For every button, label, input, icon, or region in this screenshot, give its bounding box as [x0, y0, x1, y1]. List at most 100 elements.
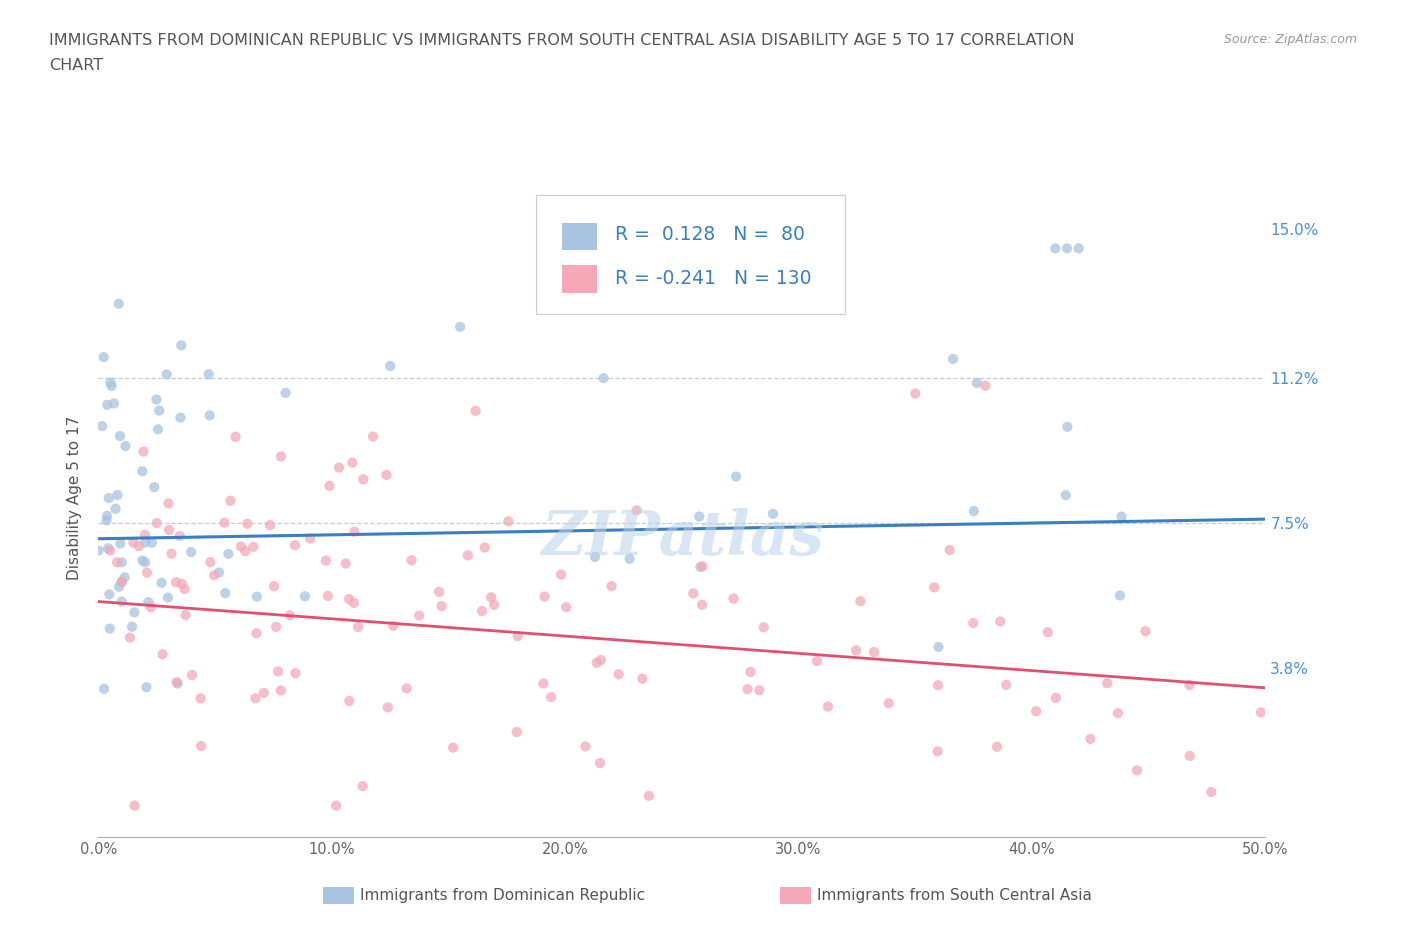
Point — [471, 604, 494, 618]
Point — [962, 616, 984, 631]
Point — [135, 680, 157, 695]
Point — [817, 699, 839, 714]
Point — [108, 579, 131, 594]
Point — [148, 403, 170, 418]
Point — [233, 544, 256, 559]
Point — [540, 690, 562, 705]
Point — [682, 586, 704, 601]
Point — [375, 468, 398, 483]
Point — [219, 493, 242, 508]
Point — [134, 536, 156, 551]
Point — [725, 469, 748, 484]
Point — [169, 410, 191, 425]
Point — [361, 429, 384, 444]
Point — [259, 518, 281, 533]
Point — [111, 555, 134, 570]
Point — [589, 653, 612, 668]
Point — [121, 619, 143, 634]
Point — [110, 536, 132, 551]
Point — [245, 691, 267, 706]
Point — [1178, 678, 1201, 693]
Point — [253, 685, 276, 700]
Point — [122, 536, 145, 551]
Point — [1126, 763, 1149, 777]
Point — [1045, 690, 1067, 705]
Point — [963, 504, 986, 519]
Point — [181, 668, 204, 683]
Point — [506, 724, 529, 739]
Point — [131, 553, 153, 568]
Point — [845, 643, 868, 658]
Point — [692, 559, 714, 574]
Point — [263, 578, 285, 593]
Point — [124, 604, 146, 619]
Point — [274, 385, 297, 400]
Point — [337, 591, 360, 606]
Point — [93, 682, 115, 697]
Point — [342, 455, 364, 470]
Point — [619, 551, 641, 566]
Point — [236, 516, 259, 531]
Point — [1056, 241, 1078, 256]
Point — [335, 556, 357, 571]
Point — [638, 789, 661, 804]
Point — [877, 696, 900, 711]
Point — [294, 589, 316, 604]
Point — [96, 509, 118, 524]
Point — [427, 584, 450, 599]
Point — [904, 386, 927, 401]
Point — [325, 798, 347, 813]
Point — [284, 538, 307, 552]
Point — [849, 593, 872, 608]
Point — [347, 619, 370, 634]
Point — [799, 241, 821, 256]
Point — [343, 595, 366, 610]
Text: CHART: CHART — [49, 58, 103, 73]
Point — [246, 590, 269, 604]
Text: ZIPatlas: ZIPatlas — [540, 509, 824, 568]
Point — [128, 538, 150, 553]
FancyBboxPatch shape — [536, 195, 845, 314]
Point — [156, 367, 179, 382]
Point — [737, 682, 759, 697]
Point — [1067, 241, 1090, 256]
Point — [160, 546, 183, 561]
Point — [430, 599, 453, 614]
Point — [118, 631, 141, 645]
Point — [245, 626, 267, 641]
Point — [1080, 732, 1102, 747]
Point — [574, 739, 596, 754]
Point — [1036, 625, 1059, 640]
Point — [139, 600, 162, 615]
Point — [1025, 704, 1047, 719]
Point — [131, 464, 153, 479]
Point — [111, 594, 134, 609]
Point — [927, 678, 949, 693]
Point — [264, 619, 287, 634]
Text: Source: ZipAtlas.com: Source: ZipAtlas.com — [1223, 33, 1357, 46]
Point — [100, 375, 122, 390]
Point — [132, 445, 155, 459]
Point — [97, 541, 120, 556]
Text: Immigrants from Dominican Republic: Immigrants from Dominican Republic — [360, 888, 645, 903]
Point — [229, 539, 252, 554]
Point — [166, 676, 188, 691]
Point — [938, 542, 960, 557]
Point — [1109, 588, 1132, 603]
Text: Immigrants from South Central Asia: Immigrants from South Central Asia — [817, 888, 1092, 903]
Point — [93, 350, 115, 365]
Point — [441, 740, 464, 755]
Point — [214, 515, 236, 530]
Bar — [562, 265, 596, 293]
Point — [173, 581, 195, 596]
Point — [762, 507, 785, 522]
Point — [98, 543, 121, 558]
Point — [146, 515, 169, 530]
Point — [152, 647, 174, 662]
Point — [270, 449, 292, 464]
Point — [98, 587, 121, 602]
Point — [555, 600, 578, 615]
Point — [689, 560, 711, 575]
Point — [752, 620, 775, 635]
Point — [96, 397, 118, 412]
